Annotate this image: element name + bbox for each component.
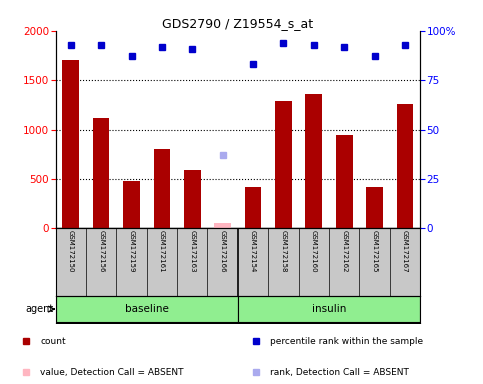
Text: agent: agent — [26, 304, 54, 314]
Text: GSM172162: GSM172162 — [341, 230, 347, 273]
Bar — [56, 296, 238, 322]
Bar — [245, 187, 261, 228]
Text: GSM172156: GSM172156 — [98, 230, 104, 273]
Bar — [62, 60, 79, 228]
Text: GSM172154: GSM172154 — [250, 230, 256, 273]
Title: GDS2790 / Z19554_s_at: GDS2790 / Z19554_s_at — [162, 17, 313, 30]
Text: GSM172163: GSM172163 — [189, 230, 195, 273]
Bar — [336, 134, 353, 228]
Text: count: count — [40, 337, 66, 346]
Text: GSM172166: GSM172166 — [220, 230, 226, 273]
Bar — [214, 223, 231, 228]
Text: baseline: baseline — [125, 304, 169, 314]
Text: GSM172158: GSM172158 — [281, 230, 286, 273]
Text: GSM172161: GSM172161 — [159, 230, 165, 273]
Bar — [397, 104, 413, 228]
Text: GSM172165: GSM172165 — [371, 230, 378, 273]
Text: GSM172160: GSM172160 — [311, 230, 317, 273]
Bar — [305, 94, 322, 228]
Bar — [184, 170, 200, 228]
Text: insulin: insulin — [312, 304, 346, 314]
Bar — [93, 118, 110, 228]
Bar — [238, 296, 420, 322]
Bar — [123, 181, 140, 228]
Bar — [366, 187, 383, 228]
Text: GSM172150: GSM172150 — [68, 230, 74, 273]
Text: GSM172167: GSM172167 — [402, 230, 408, 273]
Text: rank, Detection Call = ABSENT: rank, Detection Call = ABSENT — [270, 367, 409, 377]
Text: percentile rank within the sample: percentile rank within the sample — [270, 337, 423, 346]
Bar — [275, 101, 292, 228]
Text: value, Detection Call = ABSENT: value, Detection Call = ABSENT — [40, 367, 184, 377]
Bar — [154, 149, 170, 228]
Text: GSM172159: GSM172159 — [128, 230, 135, 273]
